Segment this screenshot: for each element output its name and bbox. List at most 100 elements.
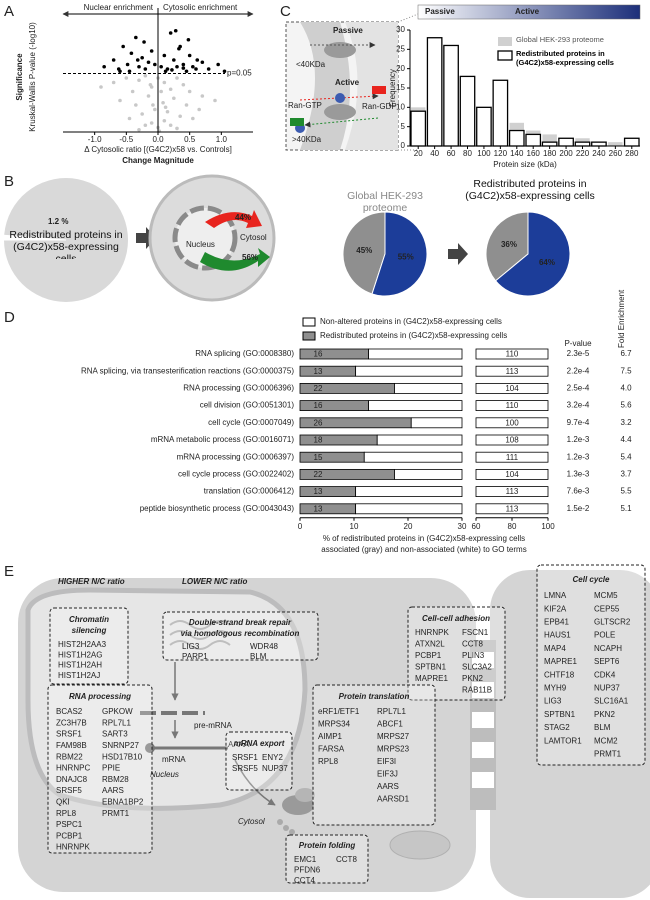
x-axis-label: % of redistributed proteins in (G4C2)x58… <box>323 534 525 543</box>
data-point <box>140 112 144 116</box>
x-tick-label: 260 <box>609 149 623 158</box>
gene-higher: HAUS1 <box>544 631 571 640</box>
gene-lower: PKN2 <box>594 710 615 719</box>
bar <box>368 348 463 360</box>
illustration-label: pre-mRNA <box>194 721 232 730</box>
p-value: 2.2e-4 <box>567 366 590 375</box>
gene-lower: RBM28 <box>102 775 129 784</box>
category-box <box>47 684 153 854</box>
data-point <box>118 98 122 103</box>
data-point <box>195 58 200 62</box>
gene-lower: RAB11B <box>462 686 492 695</box>
bar-count: 110 <box>506 401 519 410</box>
bar <box>475 451 549 463</box>
gene-lower: RPL7L1 <box>102 718 131 727</box>
data-point <box>111 80 116 85</box>
p-value: 9.7e-4 <box>567 418 590 427</box>
fold-enrichment: 5.5 <box>620 487 632 496</box>
data-point <box>159 89 163 94</box>
nc-label: Nucleus <box>186 240 215 249</box>
gene-lower: PPIE <box>102 764 120 773</box>
fold-enrichment: 3.2 <box>620 418 632 427</box>
column-header: P-value <box>564 339 592 348</box>
histogram-bar <box>542 134 557 146</box>
data-point <box>165 109 170 114</box>
data-point <box>142 40 146 44</box>
gene-lower: PRMT1 <box>102 809 130 818</box>
pore-label: Active <box>335 78 360 87</box>
gene-lower: FSCN1 <box>462 628 489 637</box>
pie-value-label: 1.2 % <box>48 217 68 226</box>
gene-lower: PKN2 <box>462 674 483 683</box>
fold-enrichment: 5.4 <box>620 452 632 461</box>
bar <box>475 468 549 480</box>
data-point <box>194 67 198 71</box>
category-box <box>312 684 436 826</box>
category-label: RNA processing (GO:0006396) <box>183 384 294 393</box>
bar-count: 108 <box>505 436 519 445</box>
data-point <box>172 96 176 101</box>
y-tick-label: 25 <box>396 44 405 53</box>
gene-higher: DNAJC8 <box>56 775 88 784</box>
data-point <box>173 28 178 33</box>
bar-count: 16 <box>314 401 323 410</box>
data-point <box>137 78 141 83</box>
gene-higher: HNRNPC <box>56 764 90 773</box>
legend-lower: LOWER N/C ratio <box>182 577 247 586</box>
x-tick-label: -1.0 <box>88 135 102 144</box>
x-tick-label: 180 <box>543 149 557 158</box>
gene-higher: LMNA <box>544 591 567 600</box>
histogram-bar <box>410 110 427 147</box>
bar <box>475 382 549 394</box>
data-point <box>162 80 167 85</box>
gene-higher: FARSA <box>318 745 345 754</box>
x-axis-label: Change Magnitude <box>122 156 194 165</box>
pie-label: 55% <box>398 252 414 261</box>
panel-label: D <box>4 309 15 326</box>
bar-count: 113 <box>506 487 519 496</box>
gene-higher: AIMP1 <box>318 732 343 741</box>
x-tick-label: 0 <box>298 522 303 531</box>
data-point <box>149 49 154 53</box>
box-title: Cell cycle <box>573 575 610 584</box>
bar <box>475 400 549 412</box>
histogram-bar <box>541 141 558 147</box>
category-box <box>225 731 293 791</box>
illustration-label: AAAA <box>228 740 250 749</box>
x-tick-label: 30 <box>458 522 467 531</box>
x-tick-label: 220 <box>576 149 590 158</box>
gene-higher: SRSF1 <box>56 730 82 739</box>
data-point <box>146 60 151 65</box>
bar <box>410 417 463 429</box>
illustration-label: Nucleus <box>150 770 179 779</box>
pie-title: Global HEK-293 proteome <box>347 190 423 215</box>
legend-label: Global HEK-293 proteome <box>516 36 604 44</box>
gene-higher: EMC1 <box>294 855 317 864</box>
gene-lower: MRPS23 <box>377 745 410 754</box>
x-tick-label: 60 <box>472 522 481 531</box>
data-point <box>162 53 167 58</box>
data-point <box>125 62 130 67</box>
pore-label: Ran-GTP <box>288 101 322 110</box>
transport-arrow <box>200 248 270 271</box>
data-point <box>186 37 191 42</box>
direction-label: Nuclear enrichment <box>84 3 154 12</box>
gene-higher: MRPS34 <box>318 720 351 729</box>
gene-lower: SNRNP27 <box>102 741 139 750</box>
pie-label: 64% <box>539 258 555 267</box>
bar-count: 13 <box>314 367 323 376</box>
box-title: mRNA export <box>234 739 285 748</box>
pie-slice <box>494 211 571 297</box>
pie-title-box: Redistributed proteins in (G4C2)x58-expr… <box>465 178 595 202</box>
x-tick-label: 80 <box>463 149 472 158</box>
bar-count: 15 <box>314 453 323 462</box>
histogram-bar <box>508 129 525 147</box>
gene-higher: PFDN6 <box>294 866 321 875</box>
pore-label: >40KDa <box>292 135 322 144</box>
category-label: mRNA processing (GO:0006397) <box>177 452 295 461</box>
fold-enrichment: 6.7 <box>620 349 632 358</box>
data-point <box>111 58 116 62</box>
flow-arrow <box>448 243 468 265</box>
bar <box>475 503 549 515</box>
gene-lower: NUP37 <box>262 764 288 773</box>
